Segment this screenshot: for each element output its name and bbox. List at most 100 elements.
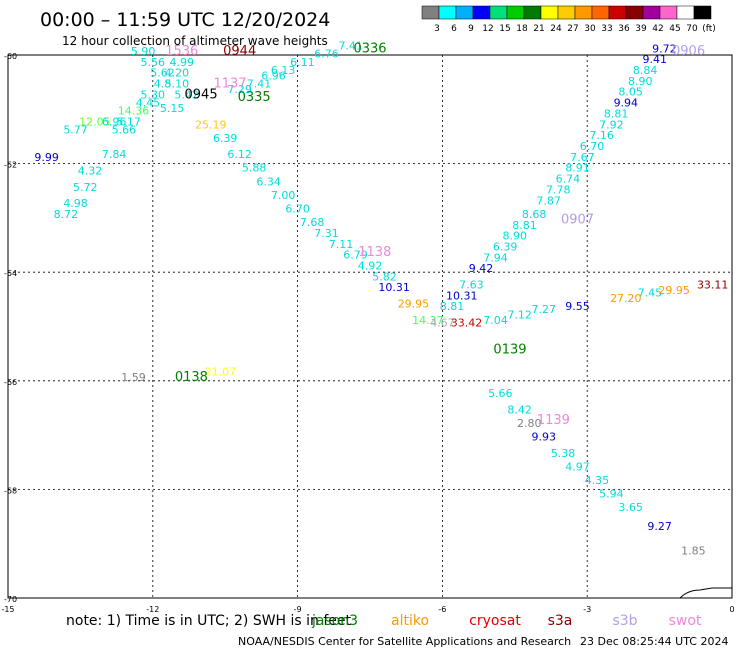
longitude-label: -15 [1,605,14,614]
wave-height-value: 6.74 [556,173,581,186]
wave-height-value: 8.84 [633,64,658,77]
legend-label: 70 [686,24,698,34]
wave-height-value: 7.87 [536,194,561,207]
pass-time-label: 0336 [353,41,386,56]
wave-height-value: 4.97 [565,460,590,473]
legend-label: 6 [451,24,457,34]
legend-label: 21 [533,24,544,34]
wave-height-value: 6.96 [261,69,286,82]
credit: NOAA/NESDIS Center for Satellite Applica… [238,635,571,648]
wave-height-value: 9.99 [34,151,59,164]
wave-height-value: 7.63 [459,278,484,291]
wave-height-value: 7.92 [599,118,624,131]
map-subtitle: 12 hour collection of altimeter wave hei… [62,34,328,48]
wave-height-value: 5.17 [116,116,141,129]
wave-height-value: 8.81 [512,219,537,232]
wave-height-value: 5.88 [242,162,267,175]
wave-height-value: 6.70 [580,140,605,153]
satellite-name: s3b [612,613,637,629]
wave-height-value: 5.72 [73,181,98,194]
satellite-name: altiko [391,613,429,629]
wave-height-value: 33.11 [697,278,729,291]
legend-swatch [438,5,457,20]
legend-swatch [574,5,593,20]
pass-time-label: 0907 [561,212,594,227]
wave-height-value: 8.68 [522,208,547,221]
latitude-label: -62 [4,161,17,170]
wave-height-value: 1.85 [681,545,706,558]
wave-height-value: 7.78 [546,183,571,196]
wave-height-value: 25.19 [195,118,227,131]
wave-height-value: 8.42 [507,403,532,416]
wave-height-value: 6.39 [493,240,518,253]
wave-height-value: 5.38 [551,447,576,460]
legend-label: 39 [635,24,647,34]
map-frame [7,54,733,599]
pass-time-label: 0138 [175,370,208,385]
satellite-name: swot [669,613,702,629]
wave-height-value: 7.11 [329,238,354,251]
wave-height-value: 9.42 [469,262,494,275]
legend-swatch [625,5,644,20]
legend-swatch [421,5,440,20]
wave-height-value: 8.91 [565,162,590,175]
wave-height-value: 10.31 [378,281,410,294]
wave-height-value: 5.56 [141,56,166,69]
wave-height-value: 6.76 [314,48,339,61]
wave-height-value: 7.84 [102,148,127,161]
pass-time-label: 1137 [213,77,246,92]
wave-height-value: 33.42 [451,317,483,330]
legend-label: 27 [567,24,578,34]
satellite-name: jason3 [311,613,358,629]
axis-labels: -60 -62 -64 -66 -68 -70-15 -12 -9 -6 -3 0 [1,52,734,614]
legend-label: 33 [601,24,612,34]
legend-swatch [642,5,661,20]
wave-height-value: 5.15 [160,102,185,115]
wave-height-value: 5.90 [131,45,156,58]
satellite-name: cryosat [469,613,521,629]
legend-swatch [523,5,542,20]
wave-height-value: 8.90 [628,75,653,88]
wave-height-value: 7.31 [314,227,339,240]
wave-height-value: 7.27 [532,303,557,316]
legend-label: 18 [516,24,528,34]
satellite-name: s3a [548,613,573,629]
legend-label: 45 [669,24,680,34]
wave-height-value: 7.16 [589,129,614,142]
wave-height-value: 9.55 [565,300,590,313]
longitude-label: -9 [294,605,302,614]
wave-height-value: 5.10 [165,78,190,91]
longitude-label: -3 [583,605,591,614]
pass-time-label: 0335 [238,90,271,105]
wave-height-value: 10.31 [446,289,478,302]
legend-swatch [472,5,491,20]
wave-height-value: 29.95 [398,297,430,310]
legend-swatch [608,5,627,20]
legend-label: 24 [550,24,562,34]
color-legend: 3 6 9 12 15 18 21 24 27 30 33 36 39 42 45 70 (ft) [421,5,716,34]
wave-height-value: 14.37 [412,314,444,327]
wave-height-value: 6.11 [290,56,315,69]
legend-label: (ft) [702,24,716,34]
legend-swatch [591,5,610,20]
wave-height-value: 7.41 [338,40,363,53]
wave-height-value: 9.72 [652,42,677,55]
wave-height-value: 7.94 [483,251,508,264]
latitude-label: -66 [4,378,17,387]
legend-swatch [506,5,525,20]
wave-height-value: 4.99 [170,56,195,69]
legend-swatch [676,5,695,20]
wave-height-value: 12.05 [79,116,111,129]
legend-label: 15 [499,24,510,34]
coastline [679,587,732,599]
wave-height-values: 5.905.56 4.995.624.204.85.105.30 5.424.45 5… [34,40,728,558]
wave-height-value: 5.66 [112,124,137,137]
longitude-label: -6 [438,605,446,614]
legend-swatch [489,5,508,20]
footnote: note: 1) Time is in UTC; 2) SWH is in fe… [66,613,352,629]
wave-height-value: 7.67 [570,151,595,164]
wave-height-value: 8.81 [440,300,465,313]
wave-height-value: 9.93 [532,431,557,444]
legend-label: 3 [434,24,440,34]
